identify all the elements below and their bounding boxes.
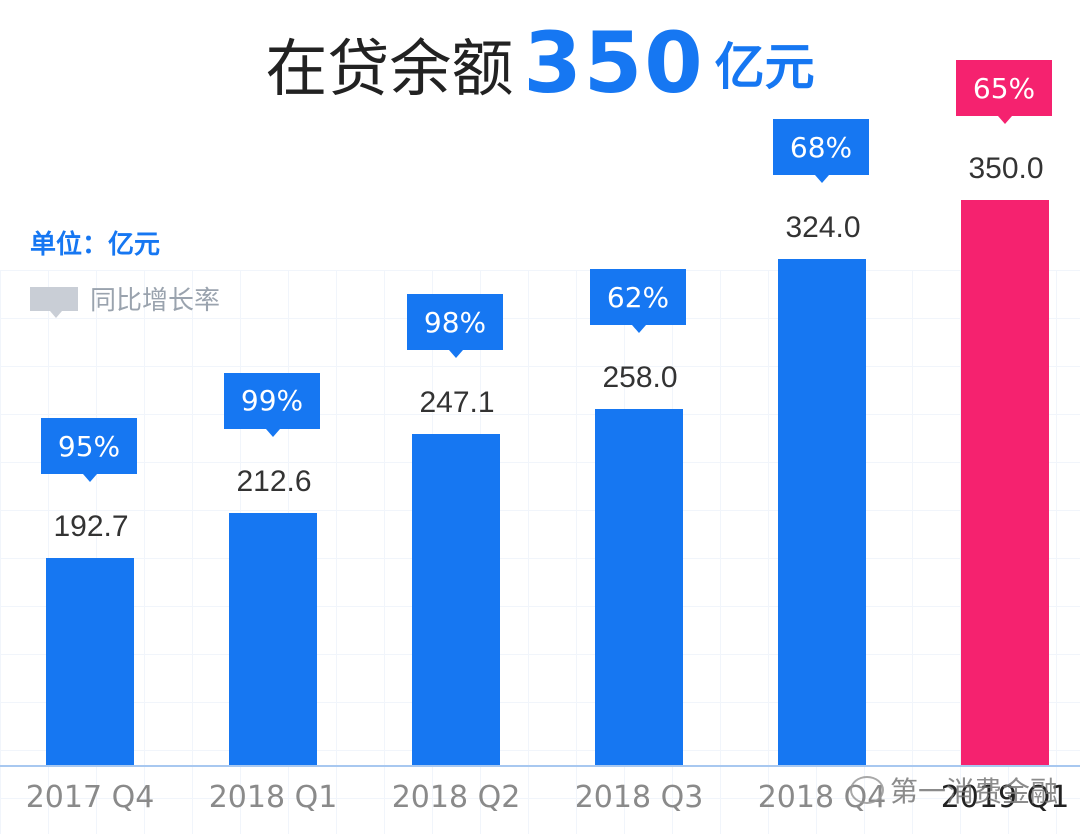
watermark: 第一消费金融: [850, 770, 1058, 810]
bar: [412, 434, 500, 765]
bar: [595, 409, 683, 765]
bar-value-label: 247.1: [419, 386, 495, 420]
wechat-icon: [850, 776, 884, 804]
growth-rate-badge: 62%: [590, 269, 686, 334]
bar: [229, 512, 317, 765]
page-title: 在贷余额 350 亿元: [0, 14, 1080, 112]
background-grid: [0, 270, 1080, 834]
bar: [778, 259, 866, 765]
bar-group: 247.1 98%: [407, 0, 503, 765]
bar-value-label: 324.0: [785, 211, 861, 245]
unit-label: 单位：亿元: [30, 230, 161, 260]
bar-value-label: 212.6: [236, 464, 312, 498]
title-prefix: 在贷余额: [265, 32, 514, 105]
growth-rate-badge: 98%: [407, 294, 503, 359]
bar: [961, 200, 1049, 765]
legend: 同比增长率: [30, 280, 221, 318]
bar: [46, 558, 134, 765]
bar-value-label: 192.7: [53, 510, 129, 543]
x-axis-tick-label: 2019 Q1: [940, 780, 1070, 815]
growth-rate-badge: 99%: [224, 372, 320, 437]
x-axis-tick-label: 2018 Q2: [391, 780, 521, 815]
speech-bubble-icon: [30, 286, 78, 318]
x-axis-tick-label: 2018 Q3: [574, 780, 704, 815]
watermark-text: 第一消费金融: [890, 775, 1059, 808]
bar-group: 192.7 95%: [41, 0, 137, 765]
bar-group: 258.0 62%: [590, 0, 686, 765]
bar-value-label: 350.0: [968, 152, 1044, 185]
x-axis-tick-label: 2017 Q4: [25, 780, 155, 815]
bar-group: 324.0 68%: [773, 0, 869, 765]
bar-group: 212.6 99%: [224, 0, 320, 765]
bar-value-label: 258.0: [602, 361, 678, 395]
x-axis-line: [0, 765, 1080, 767]
growth-rate-badge: 68%: [773, 119, 869, 184]
growth-rate-badge: 65%: [956, 60, 1052, 124]
x-axis-tick-label: 2018 Q1: [208, 780, 338, 815]
bar-group: 350.0 65%: [956, 0, 1052, 765]
growth-rate-badge: 95%: [41, 418, 137, 482]
legend-label: 同比增长率: [90, 286, 221, 316]
title-suffix: 亿元: [714, 38, 815, 96]
title-number: 350: [523, 14, 705, 112]
